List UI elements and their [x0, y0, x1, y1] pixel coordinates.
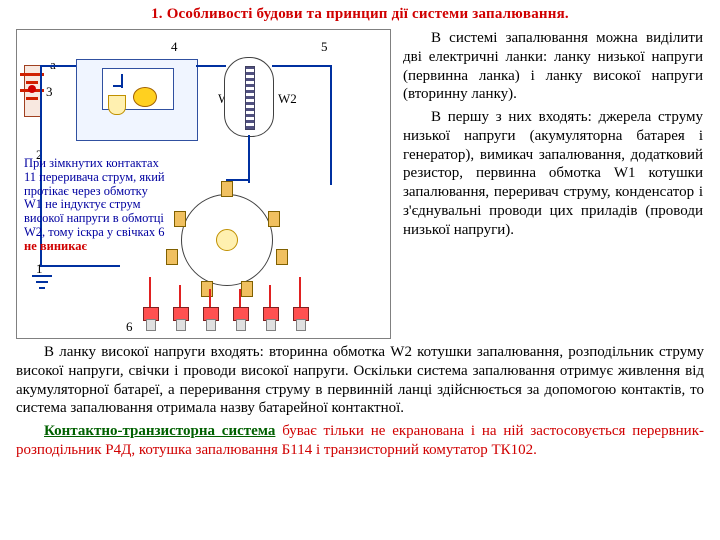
cam-icon: [133, 87, 157, 107]
spark-plug-icon: [141, 307, 159, 329]
label-4: 4: [171, 39, 178, 55]
paragraph-4: Контактно-транзисторна система буває тіл…: [16, 422, 704, 460]
diagram-note: При зімкнутих контактах 11 переривача ст…: [24, 157, 194, 253]
paragraph-2: В першу з них входять: джерела струму ни…: [403, 108, 703, 239]
battery-dot-icon: [28, 85, 36, 93]
side-text-column: В системі запалювання можна виділити дві…: [403, 29, 703, 243]
top-row: a 1 2 3 4 5 6 7 8 11 W1 W2: [16, 29, 704, 339]
label-6: 6: [126, 319, 133, 335]
label-w2: W2: [278, 91, 297, 107]
bottom-text: В ланку високої напруги входять: вторинн…: [16, 343, 704, 460]
contact-icon: [108, 95, 126, 115]
ignition-coil-icon: [224, 57, 274, 137]
p4-lead: Контактно-транзисторна система: [44, 423, 275, 439]
distributor-rotor-icon: [216, 229, 238, 251]
paragraph-3: В ланку високої напруги входять: вторинн…: [16, 343, 704, 418]
page-title: 1. Особливості будови та принцип дії сис…: [16, 6, 704, 23]
terminal-icon: [221, 181, 233, 197]
ignition-diagram: a 1 2 3 4 5 6 7 8 11 W1 W2: [16, 29, 391, 339]
label-3: 3: [46, 84, 53, 100]
breaker-box-icon: [76, 59, 198, 141]
paragraph-1: В системі запалювання можна виділити дві…: [403, 29, 703, 104]
label-5: 5: [321, 39, 328, 55]
